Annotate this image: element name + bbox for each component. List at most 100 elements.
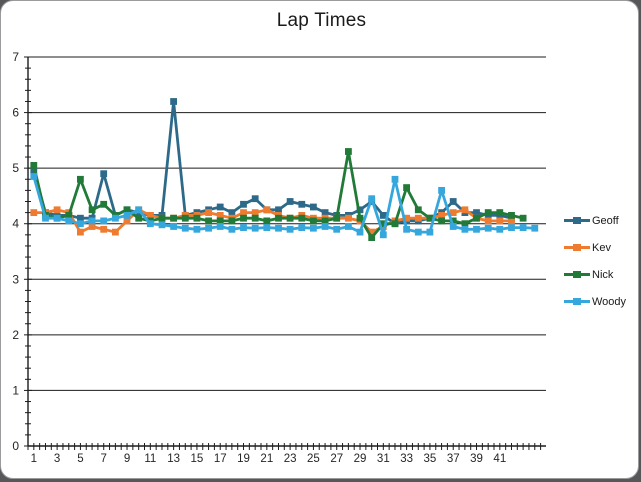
svg-text:7: 7 xyxy=(12,50,19,64)
data-point-marker xyxy=(298,200,306,208)
legend-item-kev: Kev xyxy=(564,234,626,261)
svg-text:1: 1 xyxy=(12,383,19,397)
data-point-marker xyxy=(158,221,166,229)
data-point-marker xyxy=(30,162,38,169)
data-point-marker xyxy=(205,224,212,232)
data-point-marker xyxy=(30,173,38,180)
svg-text:1: 1 xyxy=(31,453,37,465)
svg-text:15: 15 xyxy=(191,453,204,465)
legend-item-nick: Nick xyxy=(564,261,626,288)
data-point-marker xyxy=(519,224,527,231)
svg-text:41: 41 xyxy=(493,453,506,465)
data-point-marker xyxy=(496,209,504,216)
data-point-marker xyxy=(146,212,154,219)
data-point-marker xyxy=(275,214,282,222)
data-point-marker xyxy=(461,225,469,233)
svg-text:9: 9 xyxy=(124,453,130,465)
data-point-marker xyxy=(123,212,131,219)
data-point-marker xyxy=(368,195,376,203)
data-point-marker xyxy=(193,225,201,233)
data-point-marker xyxy=(298,224,306,231)
data-point-marker xyxy=(170,98,177,105)
data-point-marker xyxy=(100,225,108,233)
data-point-marker xyxy=(356,206,364,214)
legend-label: Geoff xyxy=(592,214,619,227)
data-point-marker xyxy=(461,220,469,228)
y-axis-labels: 0 1 2 3 4 5 6 7 xyxy=(12,50,19,453)
data-point-marker xyxy=(484,224,492,232)
data-point-marker xyxy=(310,224,317,232)
data-point-marker xyxy=(240,224,247,231)
legend-line-marker-icon xyxy=(564,270,590,279)
data-point-marker xyxy=(426,214,434,222)
x-axis-labels: 1 3 5 7 9 11 13 15 17 19 21 23 25 27 29 31 33 35 37 39 41 xyxy=(31,453,507,465)
data-point-marker xyxy=(473,225,480,233)
data-point-marker xyxy=(263,217,271,225)
svg-text:35: 35 xyxy=(424,453,437,465)
data-point-marker xyxy=(88,223,96,230)
data-point-marker xyxy=(321,223,329,230)
data-point-marker xyxy=(123,217,131,225)
data-point-marker xyxy=(170,223,177,230)
series-woody xyxy=(30,173,539,239)
data-point-marker xyxy=(379,212,387,219)
data-point-marker xyxy=(403,184,410,191)
svg-text:3: 3 xyxy=(12,272,19,286)
data-point-marker xyxy=(263,206,271,214)
svg-text:4: 4 xyxy=(12,217,19,231)
data-point-marker xyxy=(275,224,282,232)
svg-text:27: 27 xyxy=(330,453,343,465)
data-point-marker xyxy=(414,214,422,222)
data-point-marker xyxy=(473,209,480,216)
svg-text:21: 21 xyxy=(260,453,273,465)
data-point-marker xyxy=(205,217,212,225)
svg-text:5: 5 xyxy=(77,453,83,465)
chart-title: Lap Times xyxy=(276,10,367,31)
legend-item-woody: Woody xyxy=(564,288,626,315)
data-point-marker xyxy=(438,212,445,219)
data-point-marker xyxy=(531,224,539,232)
legend-line-marker-icon xyxy=(564,297,590,306)
data-point-marker xyxy=(321,217,329,225)
data-point-marker xyxy=(100,217,108,225)
data-point-marker xyxy=(449,217,457,225)
data-point-marker xyxy=(310,217,317,225)
svg-text:37: 37 xyxy=(447,453,460,465)
data-point-marker xyxy=(403,214,410,222)
data-point-marker xyxy=(228,225,236,233)
data-point-marker xyxy=(228,217,236,225)
axes xyxy=(27,57,546,447)
svg-text:39: 39 xyxy=(470,453,483,465)
data-point-marker xyxy=(286,198,294,205)
data-point-marker xyxy=(77,228,84,236)
data-point-marker xyxy=(53,206,61,214)
data-point-marker xyxy=(181,214,189,222)
data-point-marker xyxy=(496,225,504,233)
data-point-marker xyxy=(508,224,515,231)
data-point-marker xyxy=(345,148,352,155)
data-point-marker xyxy=(240,214,247,222)
svg-text:7: 7 xyxy=(101,453,107,465)
data-point-marker xyxy=(438,217,445,225)
svg-text:33: 33 xyxy=(400,453,413,465)
svg-text:13: 13 xyxy=(167,453,180,465)
data-point-marker xyxy=(112,228,119,236)
data-point-marker xyxy=(484,217,492,225)
data-point-marker xyxy=(368,228,376,236)
data-point-marker xyxy=(251,214,259,222)
legend-line-marker-icon xyxy=(564,243,590,252)
data-point-marker xyxy=(77,214,84,222)
data-point-marker xyxy=(484,209,492,216)
data-point-marker xyxy=(135,206,143,214)
data-point-marker xyxy=(368,234,376,241)
legend-marker xyxy=(573,271,581,278)
data-point-marker xyxy=(286,214,294,222)
data-point-marker xyxy=(42,214,49,222)
data-point-marker xyxy=(251,224,259,232)
x-axis-ticks xyxy=(27,443,542,450)
legend-marker xyxy=(573,217,581,224)
data-point-marker xyxy=(449,198,457,205)
data-point-marker xyxy=(216,217,224,225)
